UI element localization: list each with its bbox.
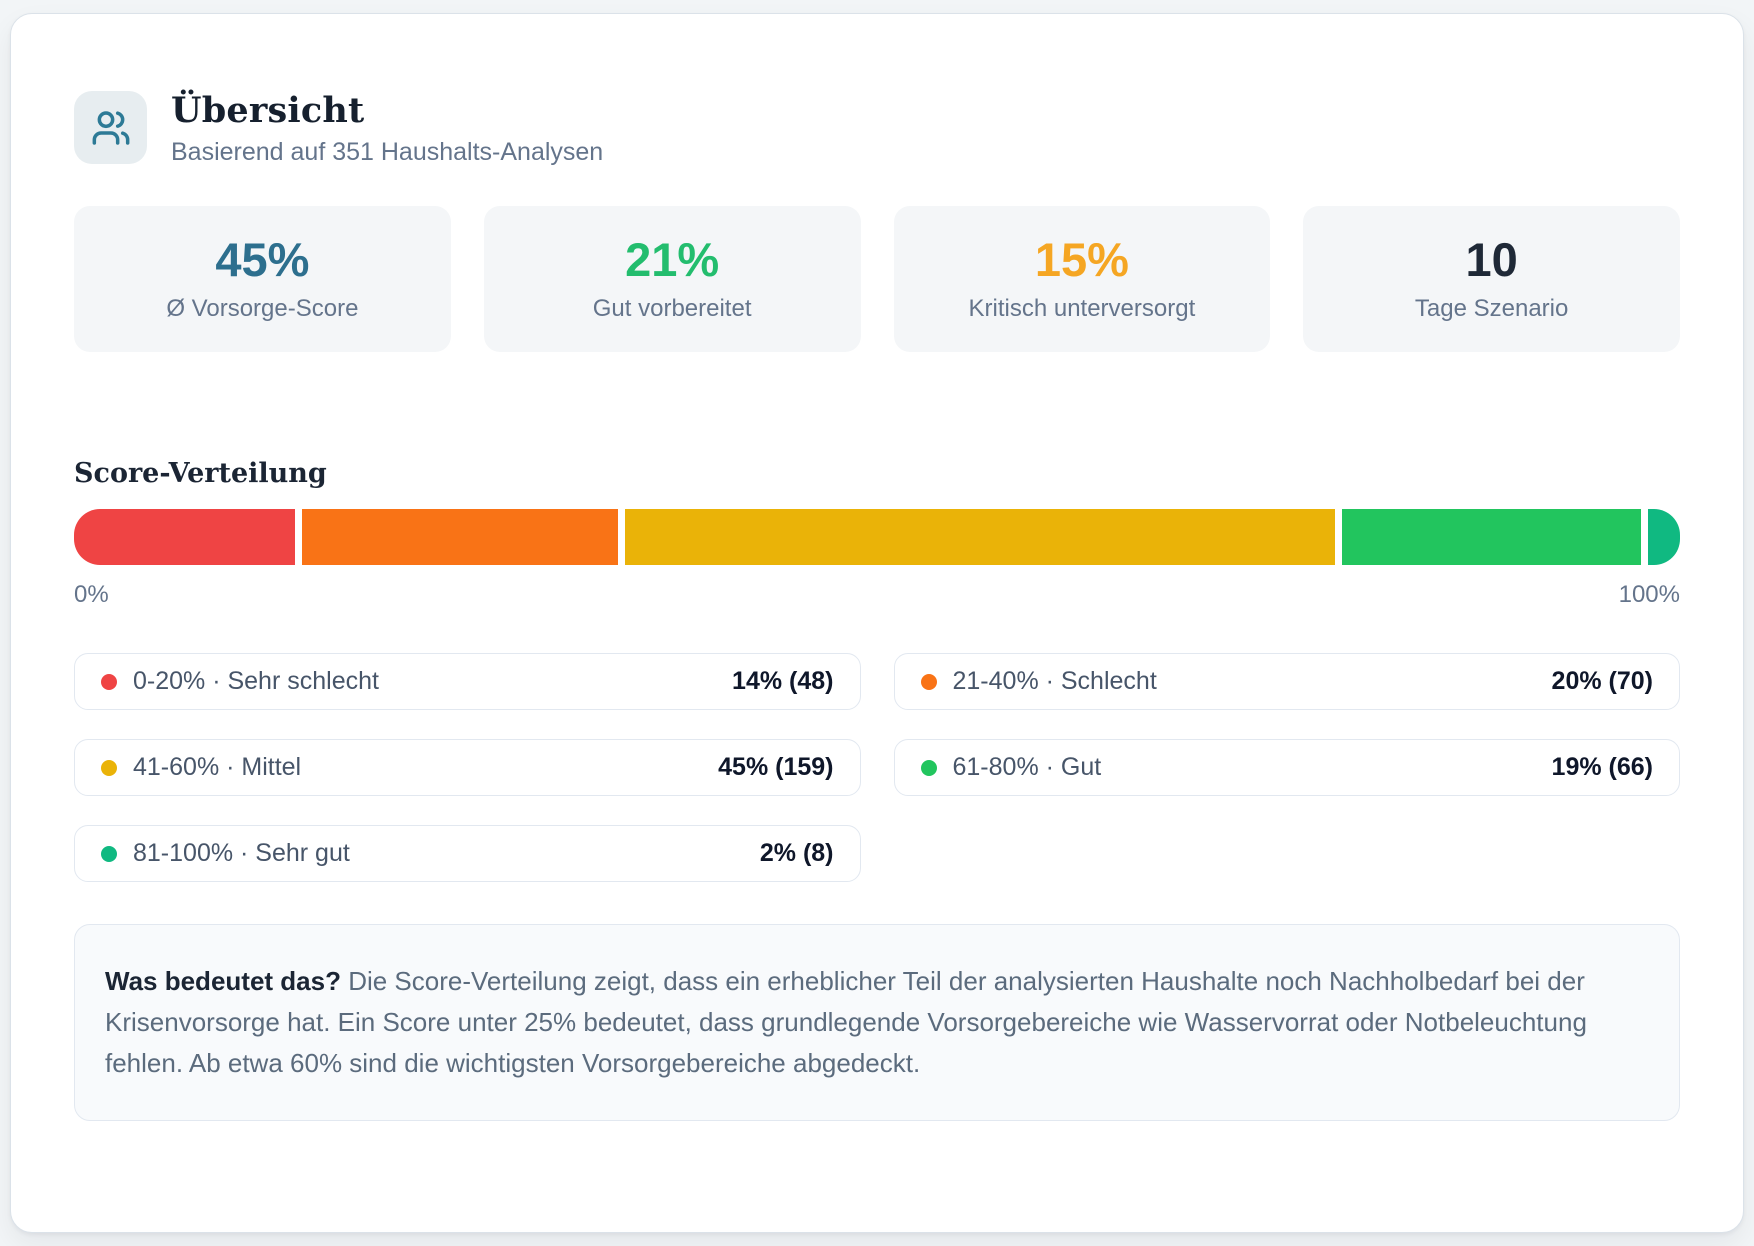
- legend-value: 45% (159): [718, 753, 834, 782]
- legend-value: 2% (8): [759, 839, 834, 868]
- users-icon-svg: [92, 110, 129, 145]
- legend-value: 19% (66): [1551, 753, 1653, 782]
- legend-label: 41-60% · Mittel: [133, 753, 302, 782]
- bar-segment-gut: [1341, 509, 1642, 566]
- explanation-lead: Was bedeutet das?: [105, 966, 341, 997]
- legend-dot-orange: [920, 673, 937, 690]
- stat-value: 21%: [625, 232, 720, 286]
- legend-dot-emerald: [101, 845, 117, 862]
- score-distribution-bar: [74, 509, 1680, 566]
- legend-dot-green: [920, 759, 937, 776]
- legend-item-gut: 61-80% · Gut 19% (66): [893, 739, 1680, 797]
- legend-dot-red: [101, 673, 117, 690]
- header-text: Übersicht Basierend auf 351 Haushalts-An…: [171, 90, 604, 167]
- stat-value: 10: [1465, 232, 1518, 286]
- legend-item-sehr-schlecht: 0-20% · Sehr schlecht 14% (48): [74, 653, 861, 711]
- section-title-score-verteilung: Score-Verteilung: [74, 458, 327, 490]
- legend-label: 61-80% · Gut: [952, 753, 1102, 782]
- legend-item-sehr-gut: 81-100% · Sehr gut 2% (8): [74, 825, 861, 883]
- legend-value: 20% (70): [1551, 667, 1653, 696]
- legend-label: 21-40% · Schlecht: [952, 667, 1157, 696]
- legend-value: 14% (48): [732, 667, 834, 696]
- legend-item-schlecht: 21-40% · Schlecht 20% (70): [893, 653, 1680, 711]
- legend-label: 81-100% · Sehr gut: [133, 839, 350, 868]
- stat-tile-gut-vorbereitet: 21% Gut vorbereitet: [483, 206, 861, 353]
- bar-segment-schlecht: [301, 509, 618, 566]
- users-icon: [74, 91, 147, 164]
- stat-tile-vorsorge-score: 45% Ø Vorsorge-Score: [74, 206, 451, 353]
- card-header: Übersicht Basierend auf 351 Haushalts-An…: [74, 90, 1680, 167]
- stat-label: Ø Vorsorge-Score: [166, 294, 359, 322]
- stat-tile-kritisch-unterversorgt: 15% Kritisch unterversorgt: [893, 206, 1271, 353]
- legend-dot-yellow: [101, 759, 117, 776]
- legend-label: 0-20% · Sehr schlecht: [133, 667, 379, 696]
- stat-tiles: 45% Ø Vorsorge-Score 21% Gut vorbereitet…: [74, 206, 1680, 353]
- axis-min-label: 0%: [74, 581, 109, 609]
- page-subtitle: Basierend auf 351 Haushalts-Analysen: [171, 138, 604, 167]
- overview-card: Übersicht Basierend auf 351 Haushalts-An…: [10, 13, 1744, 1233]
- explanation-text: Was bedeutet das? Die Score-Verteilung z…: [105, 961, 1649, 1084]
- bar-segment-mittel: [624, 509, 1335, 566]
- legend-item-mittel: 41-60% · Mittel 45% (159): [74, 739, 861, 797]
- stat-label: Tage Szenario: [1414, 294, 1569, 322]
- bar-axis-labels: 0% 100%: [74, 581, 1680, 609]
- axis-max-label: 100%: [1618, 581, 1680, 609]
- bar-segment-sehr-gut: [1648, 509, 1680, 566]
- stat-tile-tage-szenario: 10 Tage Szenario: [1303, 206, 1680, 353]
- bar-segment-sehr-schlecht: [74, 509, 295, 566]
- page-title: Übersicht: [171, 90, 365, 131]
- stat-label: Gut vorbereitet: [592, 294, 752, 322]
- stat-value: 15%: [1034, 232, 1129, 286]
- score-legend: 0-20% · Sehr schlecht 14% (48) 21-40% · …: [74, 653, 1680, 883]
- stat-label: Kritisch unterversorgt: [968, 294, 1196, 322]
- explanation-body: Die Score-Verteilung zeigt, dass ein erh…: [105, 966, 1587, 1079]
- explanation-box: Was bedeutet das? Die Score-Verteilung z…: [74, 924, 1680, 1122]
- stat-value: 45%: [215, 232, 310, 286]
